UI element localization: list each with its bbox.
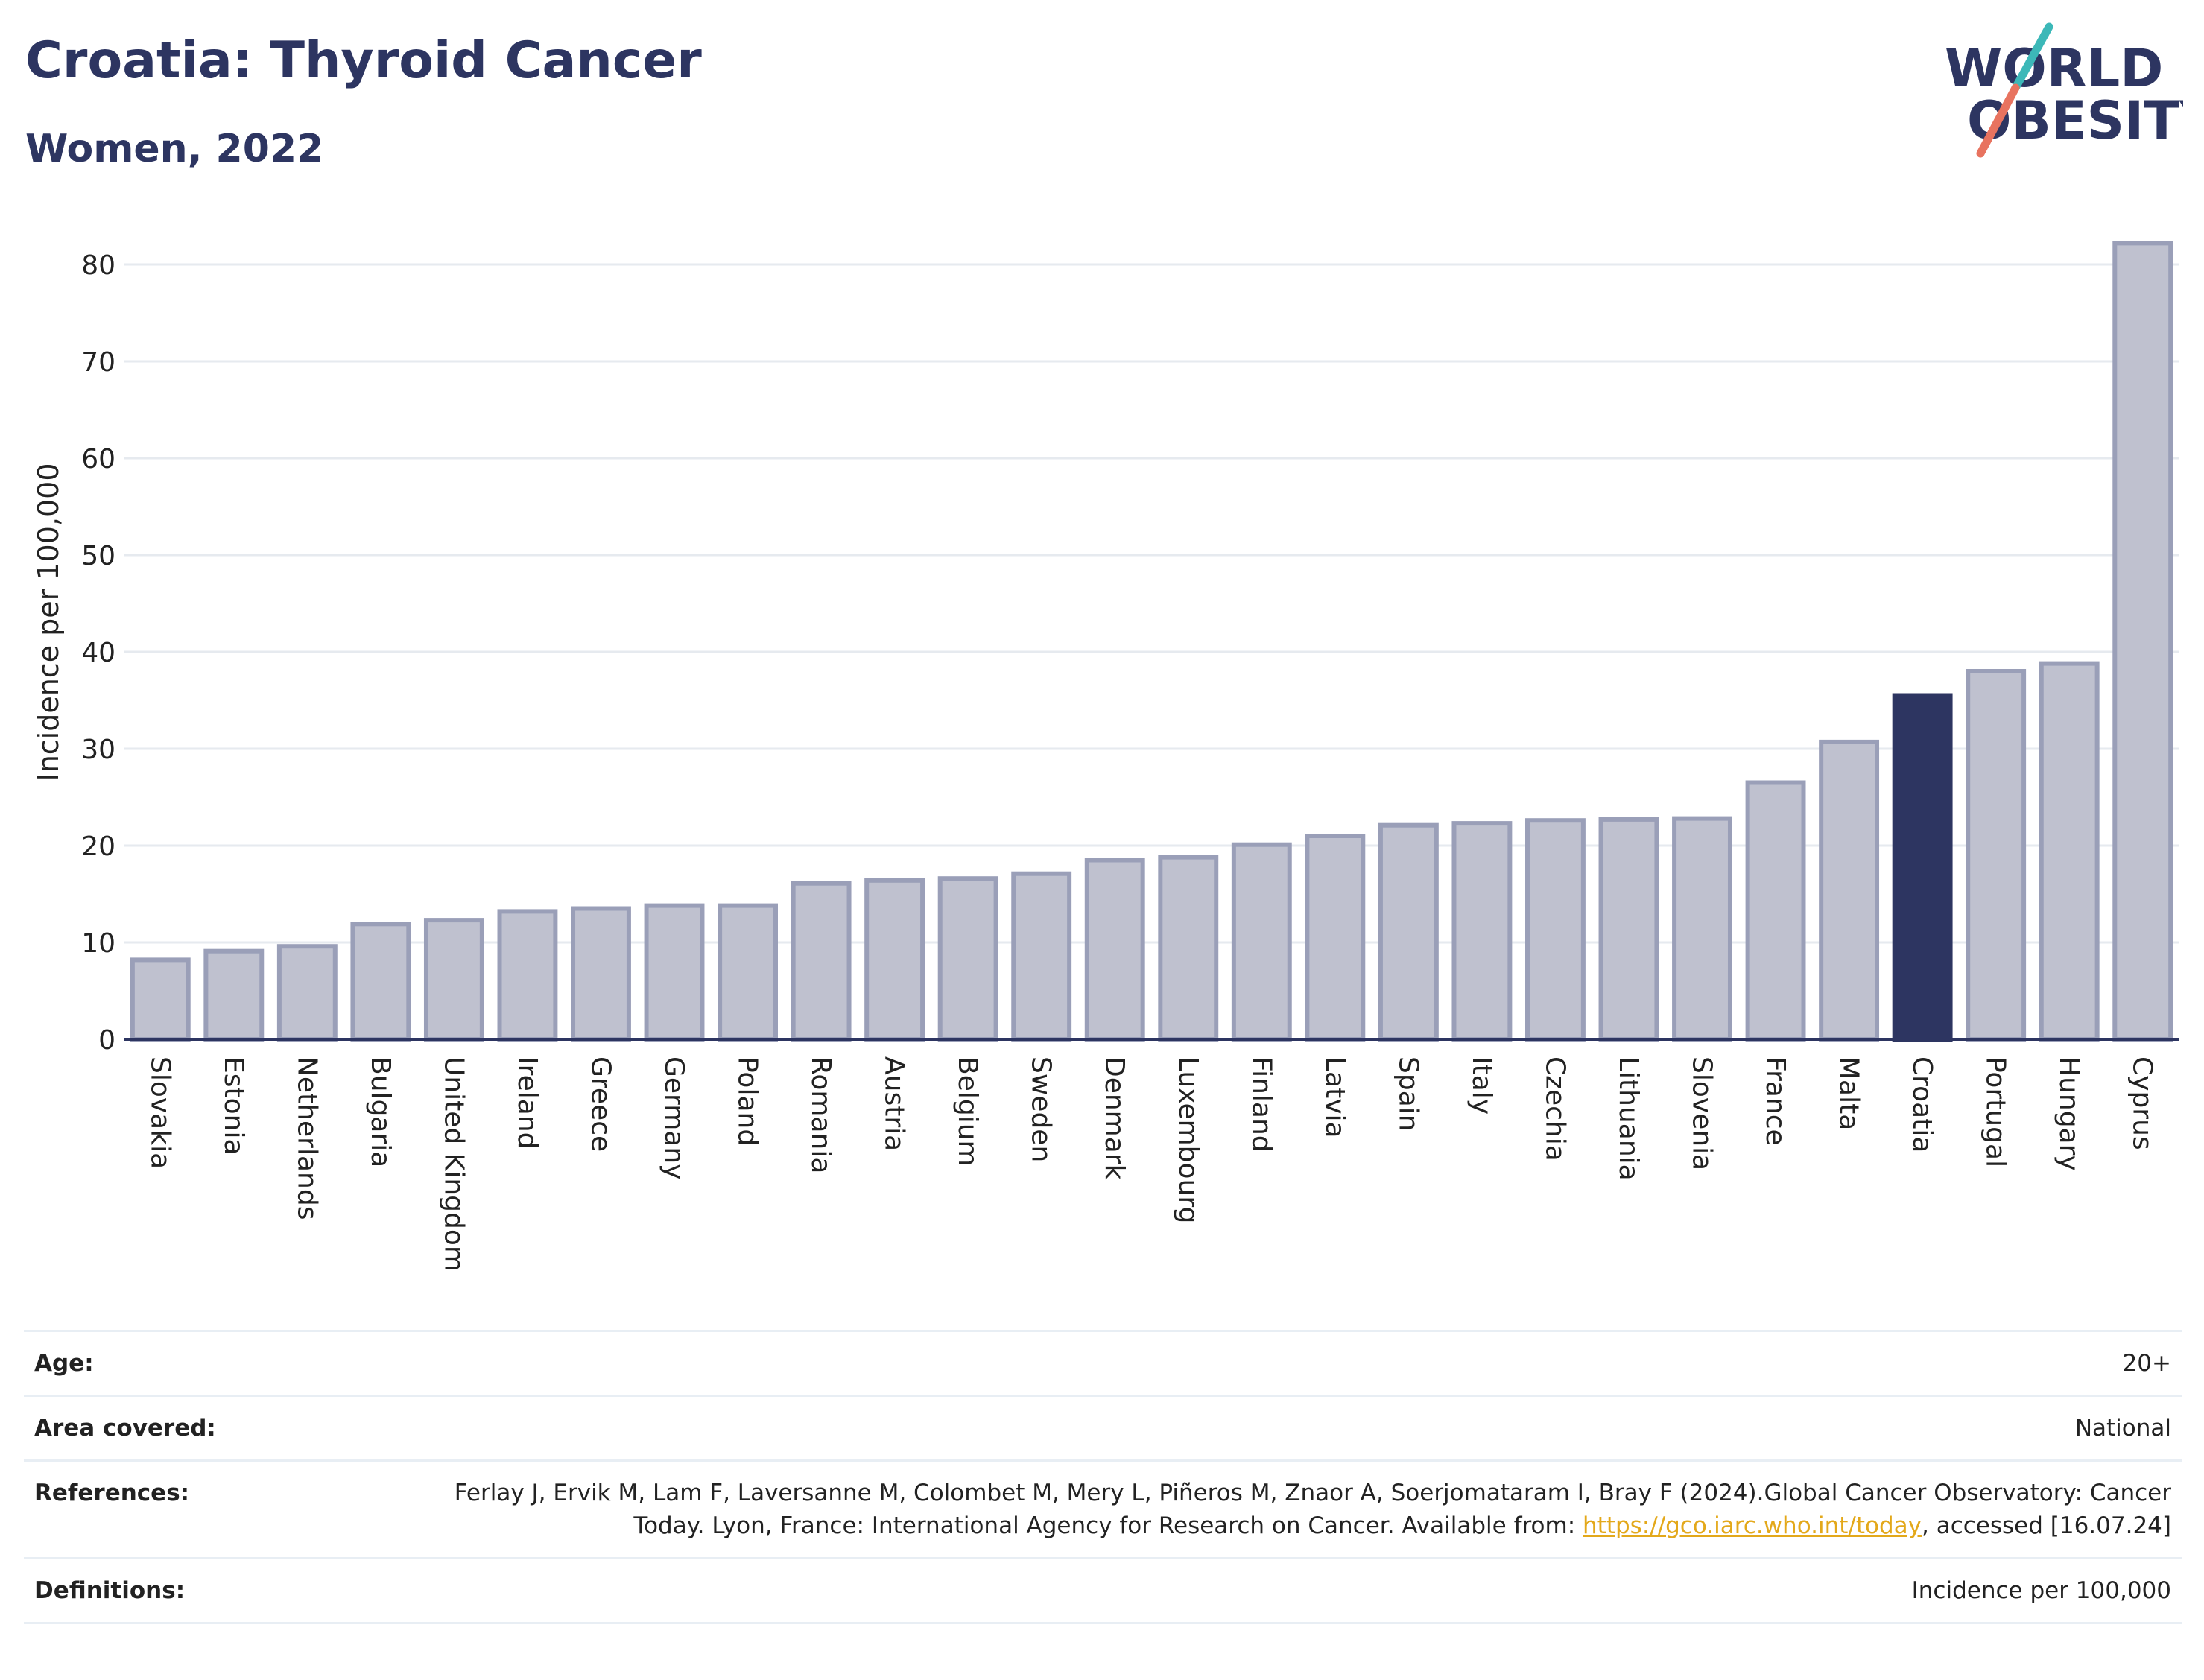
x-tick-label: Netherlands <box>291 1056 322 1220</box>
bar-austria <box>864 878 925 1042</box>
x-tick-label: Bulgaria <box>365 1056 396 1167</box>
definitions-label: Definitions: <box>24 1557 417 1624</box>
x-tick-label: Austria <box>879 1056 910 1151</box>
references-suffix: , accessed [16.07.24] <box>1921 1512 2171 1539</box>
bar-hungary <box>2039 661 2100 1042</box>
x-tick-label: Finland <box>1246 1056 1276 1153</box>
references-label: References: <box>24 1459 417 1559</box>
x-tick-label: Czechia <box>1539 1056 1570 1161</box>
y-tick-label: 30 <box>81 735 115 765</box>
references-text: Ferlay J, Ervik M, Lam F, Laversanne M, … <box>454 1480 2171 1539</box>
references-row: References: Ferlay J, Ervik M, Lam F, La… <box>24 1459 2182 1559</box>
y-tick-label: 70 <box>81 347 115 378</box>
y-axis-label: Incidence per 100,000 <box>32 463 65 781</box>
references-link[interactable]: https://gco.iarc.who.int/today <box>1583 1512 1922 1539</box>
x-tick-label: Sweden <box>1026 1056 1057 1162</box>
x-tick-label: Spain <box>1393 1056 1423 1132</box>
y-tick-label: 0 <box>98 1025 115 1056</box>
x-tick-label: Slovakia <box>145 1056 175 1169</box>
y-tick-label: 40 <box>81 638 115 668</box>
y-tick-label: 50 <box>81 541 115 571</box>
logo-text-world: WORLD <box>1945 38 2163 99</box>
definitions-value: Incidence per 100,000 <box>417 1557 2182 1624</box>
x-tick-label: Hungary <box>2053 1056 2084 1171</box>
bar-czechia <box>1525 818 1586 1042</box>
area-row: Area covered: National <box>24 1395 2182 1461</box>
references-value: Ferlay J, Ervik M, Lam F, Laversanne M, … <box>417 1459 2182 1559</box>
x-tick-label: Denmark <box>1099 1056 1130 1180</box>
x-tick-label: Lithuania <box>1613 1056 1644 1181</box>
area-label: Area covered: <box>24 1395 417 1461</box>
x-tick-label: Estonia <box>218 1056 249 1156</box>
y-tick-label: 60 <box>81 444 115 475</box>
bar-netherlands <box>276 944 338 1042</box>
bar-italy <box>1451 821 1513 1042</box>
bar-denmark <box>1084 858 1145 1042</box>
bar-ireland <box>497 909 558 1042</box>
bar-belgium <box>937 876 998 1042</box>
x-tick-labels: Slovakia Estonia Netherlands Bulgaria United… <box>145 1056 2157 1272</box>
age-label: Age: <box>24 1330 417 1396</box>
x-tick-label: Romania <box>805 1056 836 1173</box>
bar-lithuania <box>1598 817 1659 1042</box>
bar-romania <box>791 881 852 1042</box>
bar-slovenia <box>1672 816 1732 1042</box>
x-tick-label: Greece <box>585 1056 615 1152</box>
logo-slash-teal <box>2011 22 2053 92</box>
bar-france <box>1745 780 1806 1042</box>
x-tick-label: Malta <box>1834 1056 1864 1130</box>
bar-bulgaria <box>350 922 411 1042</box>
x-tick-label: Slovenia <box>1687 1056 1717 1170</box>
x-tick-label: Latvia <box>1320 1056 1350 1138</box>
x-tick-label: Poland <box>732 1056 763 1146</box>
bars <box>130 241 2173 1042</box>
logo-slash-coral <box>1976 83 2020 158</box>
bar-united-kingdom <box>423 918 484 1042</box>
x-tick-label: France <box>1760 1056 1790 1146</box>
bar-chart: 0 10 20 30 40 50 60 70 80 Slovakia Estonia Netherl… <box>32 241 2179 1272</box>
x-tick-label: Italy <box>1466 1056 1497 1115</box>
area-value: National <box>417 1395 2182 1461</box>
x-tick-label: Portugal <box>1980 1056 2011 1167</box>
bar-sweden <box>1011 871 1072 1042</box>
bar-latvia <box>1305 834 1366 1042</box>
chart-title: Croatia: Thyroid Cancer <box>25 31 702 90</box>
x-tick-label: Croatia <box>1907 1056 1937 1153</box>
bar-germany <box>644 903 705 1042</box>
age-value: 20+ <box>417 1330 2182 1396</box>
y-tick-label: 10 <box>81 928 115 959</box>
chart-subtitle: Women, 2022 <box>25 127 324 171</box>
bar-estonia <box>203 948 265 1042</box>
y-tick-label: 20 <box>81 831 115 862</box>
bar-finland <box>1231 842 1292 1042</box>
age-row: Age: 20+ <box>24 1330 2182 1396</box>
x-tick-label: Germany <box>659 1056 689 1179</box>
bar-poland <box>718 903 778 1042</box>
bar-cyprus <box>2112 241 2173 1042</box>
x-tick-label: Belgium <box>952 1056 983 1167</box>
bar-croatia <box>1892 693 1953 1042</box>
bar-slovakia <box>130 957 191 1042</box>
y-tick-label: 80 <box>81 250 115 281</box>
bar-luxembourg <box>1158 855 1219 1042</box>
logo-text-obesity: OBESITY <box>1967 90 2183 151</box>
bar-spain <box>1378 822 1439 1042</box>
info-table: Age: 20+ Area covered: National Referenc… <box>24 1330 2182 1624</box>
bar-portugal <box>1966 669 2027 1042</box>
world-obesity-logo: WORLD OBESITY <box>1945 22 2183 158</box>
x-tick-label: Cyprus <box>2127 1056 2158 1150</box>
x-tick-label: Ireland <box>512 1056 542 1150</box>
bar-greece <box>571 906 631 1042</box>
x-tick-label: Luxembourg <box>1173 1056 1203 1223</box>
definitions-row: Definitions: Incidence per 100,000 <box>24 1557 2182 1624</box>
bar-malta <box>1819 739 1880 1042</box>
x-tick-label: United Kingdom <box>438 1056 469 1272</box>
y-tick-labels: 0 10 20 30 40 50 60 70 80 <box>81 250 115 1056</box>
